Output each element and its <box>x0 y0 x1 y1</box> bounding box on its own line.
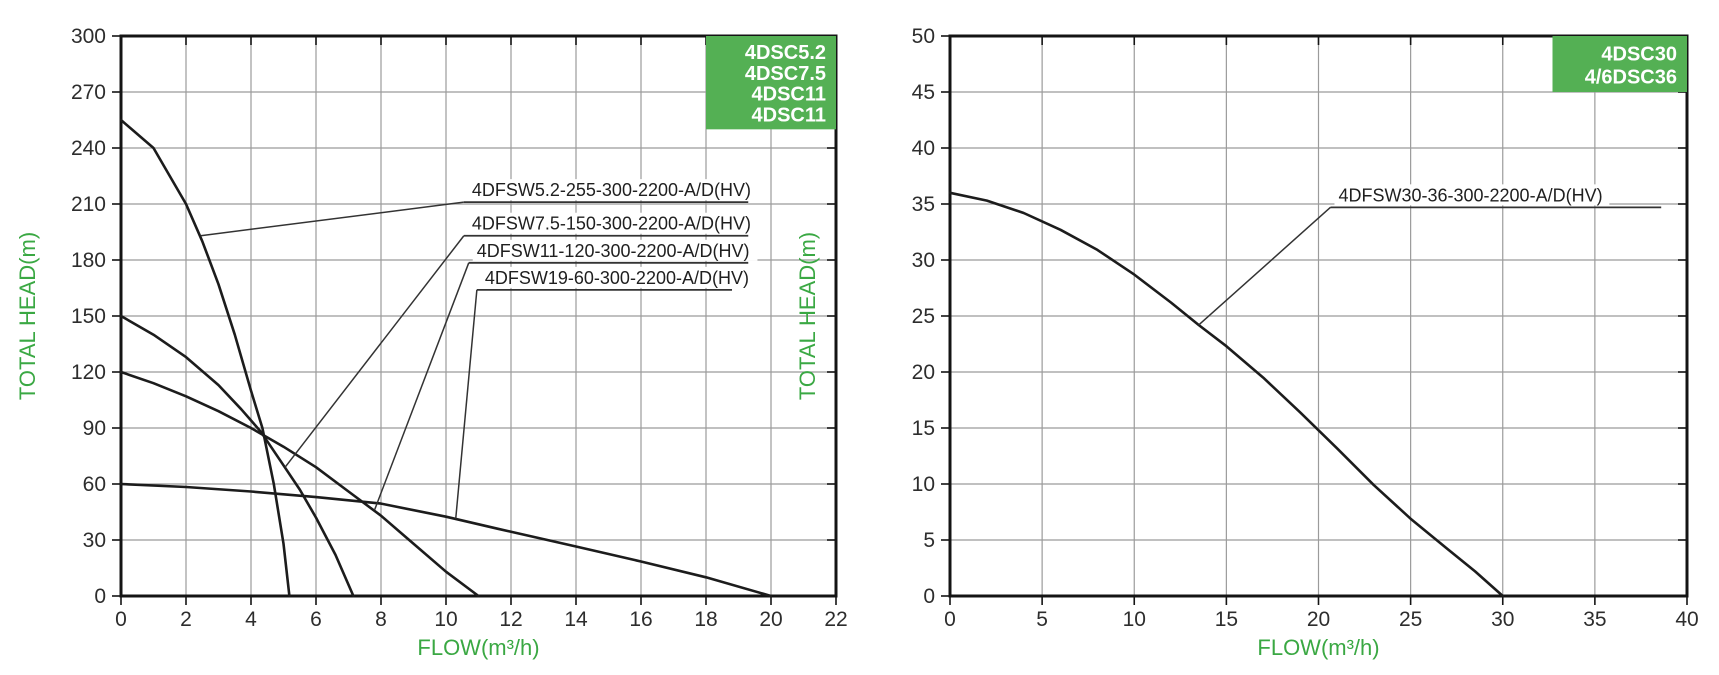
y-axis-tick-label: 35 <box>912 193 935 216</box>
x-axis-tick-label: 35 <box>1583 608 1606 631</box>
tick-marks <box>941 35 1688 605</box>
y-axis-tick-label: 10 <box>912 473 935 496</box>
y-axis-tick-label: 180 <box>71 249 106 272</box>
legend-background <box>706 36 836 130</box>
x-axis-tick-label: 18 <box>694 608 717 631</box>
x-axis-title: FLOW(m³/h) <box>417 635 539 660</box>
legend-model-label: 4DSC11 <box>752 105 827 127</box>
y-axis-tick-label: 30 <box>912 249 935 272</box>
pump-curve <box>119 314 355 598</box>
x-axis-tick-label: 16 <box>629 608 652 631</box>
x-axis-tick-label: 22 <box>824 608 847 631</box>
x-axis-tick-label: 8 <box>375 608 387 631</box>
x-axis-tick-label: 20 <box>759 608 782 631</box>
label-text-backing <box>480 266 756 288</box>
x-axis-tick-label: 4 <box>245 608 257 631</box>
label-leader-line <box>284 235 465 468</box>
tick-marks <box>112 35 837 605</box>
x-axis-tick-label: 15 <box>1215 608 1238 631</box>
label-text-backing <box>467 212 763 234</box>
x-axis-tick-label: 0 <box>944 608 956 631</box>
legend-model-label: 4DSC11 <box>752 84 827 106</box>
x-axis-tick-label: 30 <box>1491 608 1514 631</box>
pump-curve <box>119 118 291 598</box>
x-axis-tick-label: 14 <box>564 608 588 631</box>
legend-model-label: 4DSC30 <box>1601 44 1677 66</box>
curve-label-group: 4DFSW7.5-150-300-2200-A/D(HV) <box>284 212 763 468</box>
x-axis-tick-label: 10 <box>434 608 457 631</box>
curve-label: 4DFSW19-60-300-2200-A/D(HV) <box>485 268 749 288</box>
y-axis-tick-label: 50 <box>912 25 935 48</box>
y-axis-title: TOTAL HEAD(m) <box>15 232 40 400</box>
chart-right: 0 5 10 15 20 25 30 35 40 0 5 10 15 20 25 30 35 40 45 50 FLOW… <box>795 25 1699 660</box>
x-axis-tick-label: 25 <box>1399 608 1422 631</box>
x-axis-tick-label: 12 <box>499 608 522 631</box>
legend-model-label: 4/6DSC36 <box>1585 67 1677 89</box>
y-axis-tick-label: 0 <box>923 585 935 608</box>
y-axis-tick-label: 210 <box>71 193 106 216</box>
x-axis-tick-label: 10 <box>1123 608 1146 631</box>
legend-background <box>1552 36 1687 92</box>
y-axis-tick-label: 270 <box>71 81 106 104</box>
curve-label-group: 4DFSW30-36-300-2200-A/D(HV) <box>1198 184 1662 326</box>
curve-label: 4DFSW5.2-255-300-2200-A/D(HV) <box>472 180 751 200</box>
y-axis-tick-label: 90 <box>83 417 106 440</box>
curve-label-group: 4DFSW19-60-300-2200-A/D(HV) <box>455 266 756 519</box>
x-axis-tick-label: 20 <box>1307 608 1330 631</box>
curve-label-group: 4DFSW5.2-255-300-2200-A/D(HV) <box>200 179 763 237</box>
y-axis-tick-label: 60 <box>83 473 106 496</box>
y-axis-title: TOTAL HEAD(m) <box>795 232 820 400</box>
label-leader-line <box>1198 206 1331 326</box>
pump-curve <box>119 370 480 598</box>
curve-label: 4DFSW7.5-150-300-2200-A/D(HV) <box>472 214 751 234</box>
label-leader-line <box>200 201 464 237</box>
x-axis-tick-label: 0 <box>115 608 127 631</box>
y-axis-tick-label: 240 <box>71 137 106 160</box>
y-axis-tick-label: 5 <box>923 529 935 552</box>
y-axis-tick-label: 150 <box>71 305 106 328</box>
gridlines <box>950 36 1687 596</box>
y-axis-tick-label: 20 <box>912 361 935 384</box>
y-axis-tick-label: 15 <box>912 417 935 440</box>
curve-label-group: 4DFSW11-120-300-2200-A/D(HV) <box>373 239 758 511</box>
y-axis-tick-label: 45 <box>912 81 935 104</box>
chart-left: 0 2 4 6 8 10 12 14 16 18 20 22 0 30 60 90 120 150 180 210 24… <box>15 25 848 660</box>
y-axis-tick-label: 300 <box>71 25 106 48</box>
gridlines <box>121 36 836 596</box>
pump-curve <box>948 191 1505 598</box>
x-axis-tick-label: 40 <box>1675 608 1698 631</box>
label-text-backing <box>467 179 763 201</box>
x-axis-title: FLOW(m³/h) <box>1257 635 1379 660</box>
label-leader-line <box>455 289 478 519</box>
legend-model-label: 4DSC7.5 <box>745 63 826 85</box>
x-axis-tick-label: 5 <box>1036 608 1048 631</box>
label-text-backing <box>472 239 758 261</box>
x-axis-tick-label: 6 <box>310 608 322 631</box>
y-axis-tick-label: 30 <box>83 529 106 552</box>
y-axis-tick-label: 40 <box>912 137 935 160</box>
y-axis-tick-label: 0 <box>94 585 106 608</box>
x-axis-tick-label: 2 <box>180 608 192 631</box>
label-leader-line <box>373 262 470 511</box>
legend-model-label: 4DSC5.2 <box>745 42 826 64</box>
curve-label: 4DFSW30-36-300-2200-A/D(HV) <box>1338 185 1602 205</box>
y-axis-tick-label: 120 <box>71 361 106 384</box>
curve-label: 4DFSW11-120-300-2200-A/D(HV) <box>477 241 750 261</box>
pump-curve <box>119 482 773 598</box>
y-axis-tick-label: 25 <box>912 305 935 328</box>
label-text-backing <box>1334 184 1610 206</box>
